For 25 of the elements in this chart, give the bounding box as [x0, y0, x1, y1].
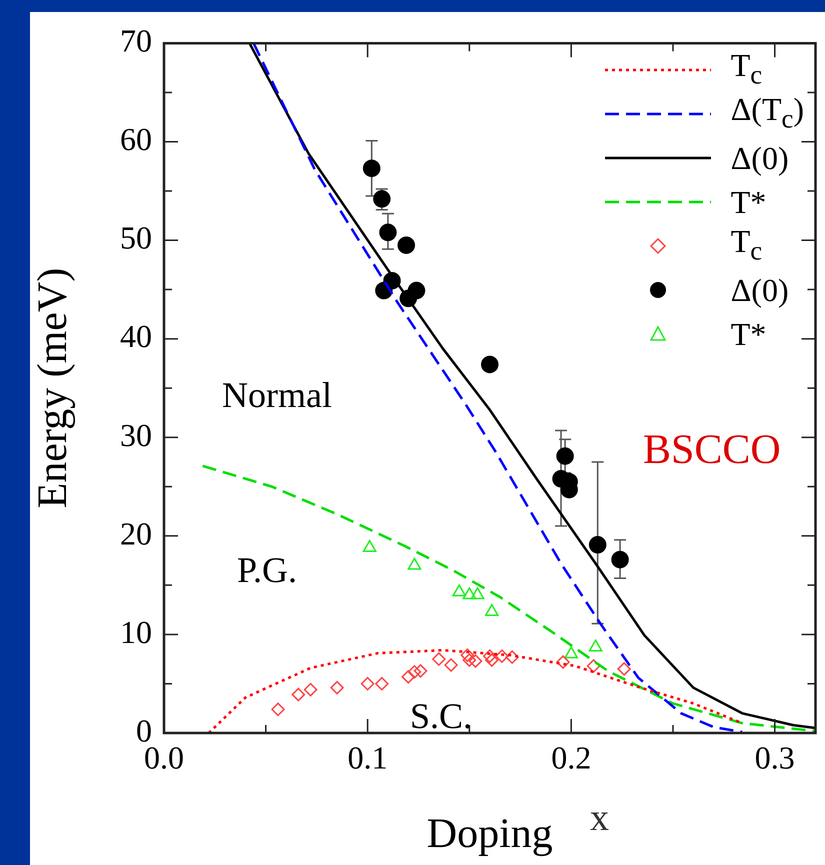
x-tick-label: 0.2	[551, 740, 592, 776]
y-tick-label: 10	[120, 614, 152, 650]
y-tick-label: 40	[120, 318, 152, 354]
y-tick-label: 20	[120, 515, 152, 552]
x-tick-label: 0.1	[348, 740, 388, 776]
legend-label: Δ(T$_{c}$)	[730, 90, 804, 136]
y-tick-label: 50	[120, 220, 152, 256]
y-axis-title: Energy (meV)	[30, 268, 76, 508]
legend-label: Δ(0)	[730, 139, 789, 177]
annotation: Normal	[222, 374, 332, 416]
y-tick-label: 0	[136, 712, 152, 748]
text: x	[590, 796, 609, 840]
legend-label: T*	[730, 183, 766, 221]
legend-label: T$_{c}$	[730, 47, 762, 90]
x-tick-label: 0.3	[754, 740, 795, 776]
legend-label: T*	[730, 315, 766, 353]
x-axis-title: Doping	[426, 810, 553, 857]
y-tick-label: 70	[120, 22, 152, 59]
y-tick-label: 60	[120, 121, 152, 158]
y-tick-label: 30	[120, 416, 152, 453]
legend-label: Δ(0)	[730, 271, 789, 309]
annotation: P.G.	[237, 549, 298, 591]
annotation: BSCCO	[643, 426, 781, 474]
legend-label: T$_{c}$	[730, 222, 762, 268]
annotation: S.C.	[410, 695, 472, 737]
